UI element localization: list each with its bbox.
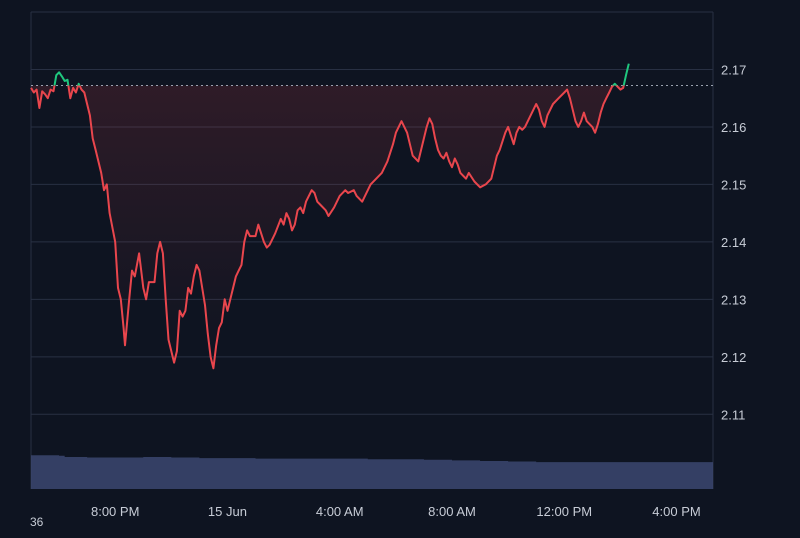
x-tick-label: 12:00 PM [536,504,592,519]
y-tick-label: 2.17 [721,62,746,77]
x-tick-label: 8:00 PM [91,504,139,519]
below-baseline-area [31,85,624,369]
x-tick-label: 15 Jun [208,504,247,519]
y-tick-label: 2.11 [721,407,745,422]
x-tick-label: 4:00 PM [652,504,700,519]
y-tick-label: 2.14 [721,235,746,250]
x-tick-label: 8:00 AM [428,504,476,519]
corner-label: 36 [30,515,44,529]
volume-bars [31,455,713,489]
y-tick-label: 2.15 [721,177,746,192]
y-tick-label: 2.16 [721,120,746,135]
price-line-below [30,85,625,370]
y-tick-label: 2.12 [721,350,746,365]
y-tick-label: 2.13 [721,292,746,307]
x-tick-label: 4:00 AM [316,504,364,519]
